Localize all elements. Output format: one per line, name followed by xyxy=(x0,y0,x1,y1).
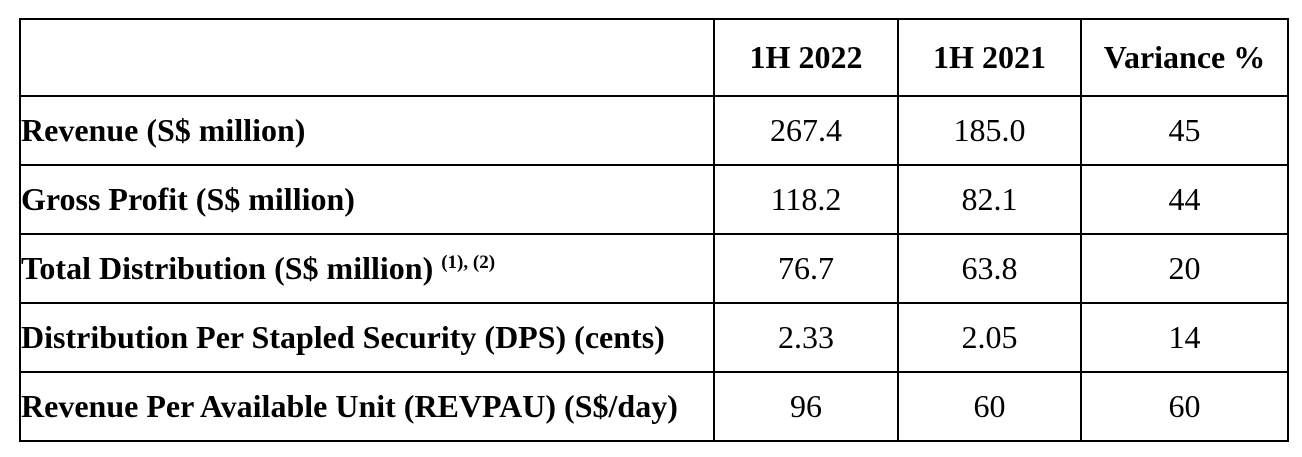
value-1h-2021: 2.05 xyxy=(897,302,1082,373)
metric-label-text: Revenue (S$ million) xyxy=(21,111,306,148)
metric-label-text: Total Distribution (S$ million) xyxy=(21,249,434,286)
value-variance: 20 xyxy=(1080,233,1289,304)
value-1h-2021: 63.8 xyxy=(897,233,1082,304)
value-1h-2022: 96 xyxy=(713,371,899,442)
value-1h-2021: 60 xyxy=(897,371,1082,442)
value-1h-2021: 82.1 xyxy=(897,164,1082,235)
value-1h-2021: 185.0 xyxy=(897,95,1082,166)
table-row-total-distribution: Total Distribution (S$ million) (1), (2) … xyxy=(19,233,1289,304)
table-row-revpau: Revenue Per Available Unit (REVPAU) (S$/… xyxy=(19,371,1289,442)
metric-label-text: Revenue Per Available Unit (REVPAU) (S$/… xyxy=(21,387,678,424)
column-header-metric xyxy=(19,18,715,97)
value-1h-2022: 118.2 xyxy=(713,164,899,235)
value-variance: 60 xyxy=(1080,371,1289,442)
metric-label: Revenue Per Available Unit (REVPAU) (S$/… xyxy=(19,371,715,442)
value-variance: 44 xyxy=(1080,164,1289,235)
table-row-dps: Distribution Per Stapled Security (DPS) … xyxy=(19,302,1289,373)
value-1h-2022: 2.33 xyxy=(713,302,899,373)
value-variance: 14 xyxy=(1080,302,1289,373)
value-variance: 45 xyxy=(1080,95,1289,166)
table-row-revenue: Revenue (S$ million) 267.4 185.0 45 xyxy=(19,95,1289,166)
footnote-superscript: (1), (2) xyxy=(441,251,496,273)
metric-label: Revenue (S$ million) xyxy=(19,95,715,166)
column-header-variance: Variance % xyxy=(1080,18,1289,97)
value-1h-2022: 267.4 xyxy=(713,95,899,166)
metric-label-text: Distribution Per Stapled Security (DPS) … xyxy=(21,318,665,355)
metric-label: Distribution Per Stapled Security (DPS) … xyxy=(19,302,715,373)
financial-results-table: 1H 2022 1H 2021 Variance % Revenue (S$ m… xyxy=(19,18,1289,442)
metric-label-text: Gross Profit (S$ million) xyxy=(21,180,355,217)
table-row-gross-profit: Gross Profit (S$ million) 118.2 82.1 44 xyxy=(19,164,1289,235)
metric-label: Gross Profit (S$ million) xyxy=(19,164,715,235)
column-header-1h-2022: 1H 2022 xyxy=(713,18,899,97)
value-1h-2022: 76.7 xyxy=(713,233,899,304)
metric-label: Total Distribution (S$ million) (1), (2) xyxy=(19,233,715,304)
column-header-1h-2021: 1H 2021 xyxy=(897,18,1082,97)
table-header-row: 1H 2022 1H 2021 Variance % xyxy=(19,18,1289,97)
